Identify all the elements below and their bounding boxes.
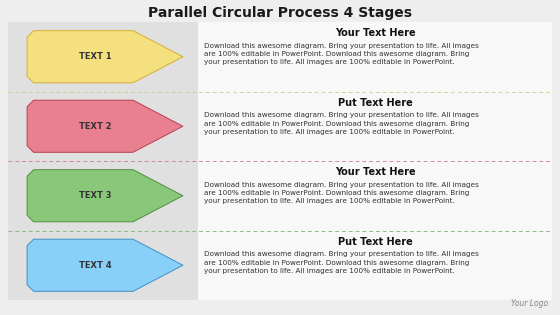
- Text: Download this awesome diagram. Bring your presentation to life. All images
are 1: Download this awesome diagram. Bring you…: [204, 182, 479, 204]
- Text: Download this awesome diagram. Bring your presentation to life. All images
are 1: Download this awesome diagram. Bring you…: [204, 112, 479, 135]
- FancyBboxPatch shape: [8, 22, 198, 300]
- Text: Your Text Here: Your Text Here: [335, 167, 416, 177]
- Text: Put Text Here: Put Text Here: [338, 98, 412, 108]
- Text: TEXT 3: TEXT 3: [79, 191, 111, 200]
- Text: Download this awesome diagram. Bring your presentation to life. All images
are 1: Download this awesome diagram. Bring you…: [204, 251, 479, 274]
- Polygon shape: [27, 31, 183, 83]
- Text: TEXT 4: TEXT 4: [79, 261, 111, 270]
- Text: Put Text Here: Put Text Here: [338, 237, 412, 247]
- Text: Parallel Circular Process 4 Stages: Parallel Circular Process 4 Stages: [148, 6, 412, 20]
- Polygon shape: [27, 100, 183, 152]
- Text: TEXT 1: TEXT 1: [79, 52, 111, 61]
- Text: TEXT 2: TEXT 2: [79, 122, 111, 131]
- Text: Your Logo: Your Logo: [511, 299, 548, 308]
- Text: Your Text Here: Your Text Here: [335, 28, 416, 38]
- Polygon shape: [27, 239, 183, 291]
- FancyBboxPatch shape: [198, 22, 552, 300]
- Text: Download this awesome diagram. Bring your presentation to life. All images
are 1: Download this awesome diagram. Bring you…: [204, 43, 479, 65]
- Polygon shape: [27, 170, 183, 222]
